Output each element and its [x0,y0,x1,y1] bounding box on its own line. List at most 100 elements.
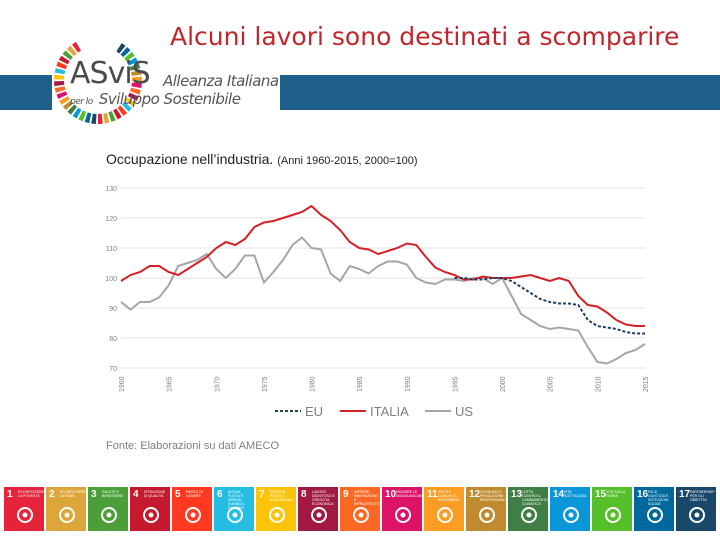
logo-ring-segment [131,82,142,89]
logo-ring-segment [78,110,87,122]
logo-ring-segment [56,91,68,100]
sdg-label: SCONFIGGERE LA FAME [60,490,86,498]
logo-ring-segment [124,51,135,62]
x-tick-label: 1975 [262,376,269,392]
chart-heading-main: Occupazione nell’industria. [106,151,274,167]
gender-icon [185,507,201,523]
sdg-tile-4: 4 ISTRUZIONE DI QUALITÀ [130,487,170,531]
book-icon [143,507,159,523]
bowl-icon [59,507,75,523]
x-tick-label: 1960 [119,376,126,392]
sdg-icon-strip: 1 SCONFIGGERE LA POVERTÀ 2 SCONFIGGERE LA F… [4,487,716,531]
x-tick-label: 1965 [167,376,174,392]
sdg-label: PARTNERSHIP PER GLI OBIETTIVI [690,490,715,502]
logo-ring-segment [131,76,142,82]
logo-wordmark: ASviS [70,56,151,91]
logo-ring-segment [91,113,97,124]
logo-ring-segment [117,105,128,116]
employment-line-chart: 70 80 90 100 110 120 130 1960 1965 1970 1975 1980 19… [105,186,650,419]
logo-ring-segment [54,67,66,75]
logo-ring-segment [54,86,66,93]
equal-icon [395,507,411,523]
y-tick-label: 70 [109,366,117,373]
city-icon [437,507,453,523]
sdg-tile-14: 14 VITA SOTT'ACQUA [550,487,590,531]
sdg-label: ISTRUZIONE DI QUALITÀ [144,490,166,498]
y-tick-label: 90 [109,306,117,313]
logo-ring-segment [129,63,141,71]
sdg-label: CONSUMO E PRODUZIONE RESPONSABILI [480,490,506,502]
water-icon [227,507,243,523]
sdg-number: 6 [217,489,223,500]
sdg-tile-11: 11 CITTÀ E COMUNITÀ SOSTENIBILI [424,487,464,531]
logo-line2: per lo Sviluppo Sostenibile [70,90,241,108]
logo-ring-segment [58,55,70,65]
slide-title: Alcuni lavori sono destinati a scomparir… [170,22,680,51]
logo-ring-segment [62,100,74,111]
sdg-label: PARITÀ DI GENERE [186,490,203,498]
series-line-us [120,236,646,365]
sdg-number: 13 [511,489,523,500]
logo-ring-segment [131,69,142,76]
sun-icon [269,507,285,523]
x-tick-label: 2010 [595,376,602,392]
logo-ring-segment [72,41,81,53]
logo-ring-segment [66,45,77,56]
tree-icon [605,507,621,523]
x-tick-label: 2005 [548,376,555,392]
logo-ring-segment [127,57,138,66]
sdg-number: 17 [679,489,691,500]
sdg-number: 5 [175,489,181,500]
sdg-number: 16 [637,489,649,500]
sdg-label: SALUTE E BENESSERE [102,490,124,498]
infinity-icon [479,507,495,523]
sdg-tile-9: 9 IMPRESE, INNOVAZIONE E INFRASTRUTTURE [340,487,380,531]
logo-ring-segment [72,107,82,119]
logo-ring-segment [108,111,116,122]
legend-label-italia: ITALIA [370,404,409,419]
series-line-italia [120,204,645,327]
logo-ring-segment [98,113,103,124]
sdg-label: VITA SOTT'ACQUA [564,490,587,498]
legend-label-us: US [455,404,473,419]
eye-icon [521,507,537,523]
logo-ring-segment [62,50,73,60]
sdg-number: 1 [7,489,13,500]
series-line-eu [454,277,645,335]
sdg-label: LOTTA CONTRO IL CAMBIAMENTO CLIMATICO [522,490,548,506]
sdg-label: ENERGIA PULITA E ACCESSIBILE [270,490,293,502]
y-tick-label: 130 [105,186,117,193]
logo-ring-segment [116,42,126,54]
logo-ring-segment [54,81,65,87]
sdg-label: LAVORO DIGNITOSO E CRESCITA ECONOMICA [312,490,335,506]
sdg-number: 15 [595,489,607,500]
y-tick-label: 120 [105,216,117,223]
chart-heading: Occupazione nell’industria. (Anni 1960-2… [106,151,418,167]
sdg-tile-15: 15 VITA SULLA TERRA [592,487,632,531]
logo-ring-segment [127,92,139,101]
sdg-label: PACE, GIUSTIZIA E ISTITUZIONI SOLIDE [648,490,669,506]
sdg-tile-17: 17 PARTNERSHIP PER GLI OBIETTIVI [676,487,716,531]
sdg-label: IMPRESE, INNOVAZIONE E INFRASTRUTTURE [354,490,380,506]
sdg-number: 12 [469,489,481,500]
logo-ring-segment [125,97,136,107]
source-note: Fonte: Elaborazioni su dati AMECO [106,440,280,452]
fish-icon [563,507,579,523]
sdg-tile-16: 16 PACE, GIUSTIZIA E ISTITUZIONI SOLIDE [634,487,674,531]
sdg-number: 10 [385,489,397,500]
logo-ring-segment [120,47,131,58]
sdg-tile-5: 5 PARITÀ DI GENERE [172,487,212,531]
x-tick-label: 1970 [214,376,221,392]
logo-ring-segment [130,87,141,95]
family-icon [17,507,33,523]
growth-icon [311,507,327,523]
cubes-icon [353,507,369,523]
logo-line2-text: Sviluppo Sostenibile [98,90,241,108]
logo-background [52,72,280,112]
logo-ring-segment [121,101,132,112]
logo-ring-segment [54,74,65,80]
sdg-tile-2: 2 SCONFIGGERE LA FAME [46,487,86,531]
heartbeat-icon [101,507,117,523]
flower-icon [689,507,705,523]
